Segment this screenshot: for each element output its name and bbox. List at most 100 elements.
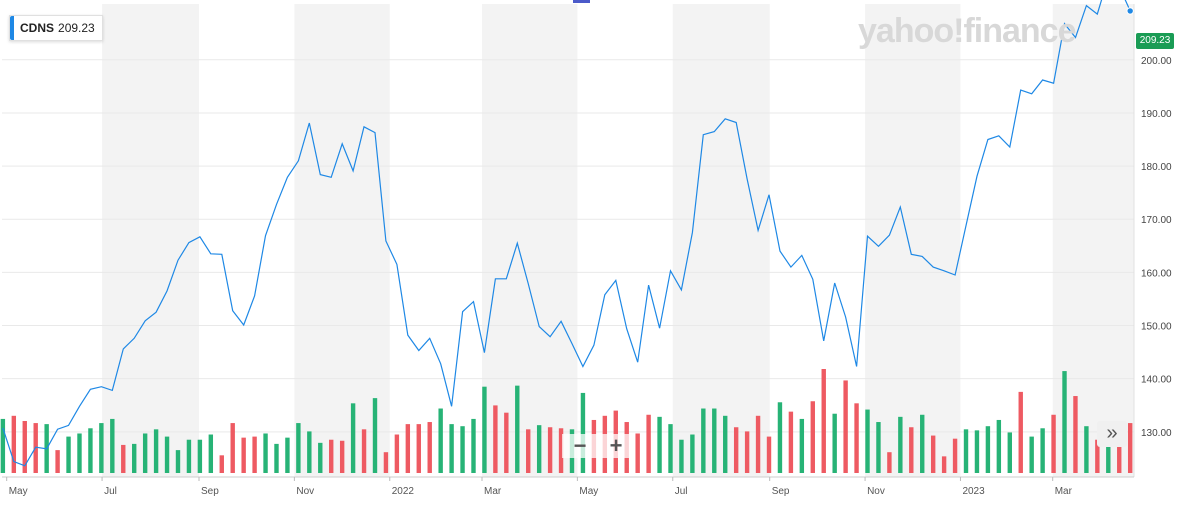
month-band	[102, 4, 200, 477]
volume-bar	[646, 414, 651, 473]
zoom-controls: − +	[562, 433, 634, 458]
volume-bar	[930, 435, 936, 473]
volume-bar	[1040, 428, 1045, 473]
volume-bar	[898, 416, 903, 473]
volume-bar	[66, 436, 71, 473]
volume-bar	[110, 418, 115, 473]
volume-bar	[580, 392, 586, 473]
volume-bar	[361, 429, 367, 473]
x-tick-label: 2023	[962, 486, 985, 497]
grid-lines	[2, 4, 1135, 478]
volume-bar	[427, 422, 432, 473]
volume-bar	[274, 443, 279, 473]
volume-bar	[810, 401, 815, 473]
volume-bar	[318, 442, 323, 473]
ticker-symbol: CDNS	[20, 21, 55, 35]
volume-bar	[405, 424, 411, 473]
volume-bar	[153, 429, 159, 473]
y-tick-label: 200.00	[1141, 56, 1172, 67]
x-tick-label: Mar	[484, 486, 502, 497]
y-tick-label: 190.00	[1141, 109, 1172, 120]
x-tick-label: Sep	[772, 486, 790, 497]
volume-bar	[471, 418, 476, 473]
volume-bar	[175, 450, 181, 473]
volume-bar	[733, 427, 739, 473]
volume-bar	[712, 408, 717, 473]
zoom-out-button[interactable]: −	[573, 433, 587, 458]
volume-bar	[241, 437, 246, 473]
volume-bar	[723, 415, 728, 473]
x-tick-label: May	[579, 486, 598, 497]
volume-bar	[679, 439, 684, 473]
volume-bar	[974, 430, 980, 473]
expand-icon[interactable]: »	[1097, 421, 1127, 447]
volume-bar	[777, 402, 783, 473]
x-tick-label: 2022	[392, 486, 415, 497]
ticker-price: 209.23	[58, 21, 95, 35]
ticker-legend[interactable]: CDNS 209.23	[9, 15, 103, 41]
y-tick-label: 160.00	[1141, 268, 1172, 279]
volume-bar	[11, 415, 17, 473]
x-tick-label: Jul	[104, 486, 117, 497]
volume-bar	[99, 423, 104, 473]
volume-bar	[799, 418, 805, 473]
x-tick-label: Mar	[1055, 486, 1073, 497]
volume-bar	[263, 433, 268, 473]
volume-bar	[482, 386, 487, 473]
volume-bar	[307, 431, 312, 473]
month-band	[482, 4, 578, 477]
volume-bar	[252, 436, 257, 473]
volume-bar	[22, 421, 27, 473]
volume-bar	[1084, 426, 1089, 473]
volume-bar	[876, 422, 881, 473]
y-tick-label: 130.00	[1141, 428, 1172, 439]
volume-bar	[219, 455, 224, 473]
volume-bar	[1117, 435, 1122, 473]
zoom-in-button[interactable]: +	[609, 433, 623, 458]
volume-bar	[821, 369, 826, 473]
volume-bar	[1051, 414, 1056, 473]
volume-bar	[1062, 371, 1067, 473]
volume-bar	[1029, 436, 1034, 473]
x-tick-label: Nov	[867, 486, 885, 497]
volume-bar	[0, 418, 6, 473]
volume-bar	[55, 450, 60, 473]
volume-bar	[1007, 432, 1012, 473]
volume-bar	[329, 439, 334, 473]
y-tick-label: 140.00	[1141, 375, 1172, 386]
y-tick-label: 150.00	[1141, 322, 1172, 333]
volume-bar	[372, 398, 378, 473]
volume-bar	[1095, 439, 1100, 473]
volume-bar	[77, 433, 82, 473]
volume-bar	[186, 439, 192, 473]
volume-bar	[536, 425, 542, 473]
volume-bar	[668, 424, 673, 473]
x-tick-label: Jul	[675, 486, 688, 497]
y-tick-label: 180.00	[1141, 162, 1172, 173]
volume-bar	[843, 380, 848, 473]
last-price-marker	[1126, 7, 1134, 15]
volume-bar	[121, 444, 126, 473]
volume-bar	[941, 456, 947, 473]
volume-bar	[208, 434, 214, 473]
volume-bar	[1073, 396, 1078, 473]
y-axis: 130.00 140.00 150.00 160.00 170.00 180.00 190.…	[1141, 56, 1172, 439]
current-price-tag: 209.23	[1136, 33, 1174, 49]
volume-bar	[985, 426, 991, 473]
x-axis: May Jul Sep Nov 2022 Mar May Jul Sep Nov 2023 Mar	[6, 477, 1073, 497]
x-tick-label: May	[9, 486, 28, 497]
volume-bar	[394, 434, 400, 473]
volume-bar	[657, 416, 662, 473]
month-bands	[102, 4, 1134, 477]
volume-bar	[690, 434, 695, 473]
volume-bar	[996, 419, 1002, 473]
volume-bar	[952, 438, 958, 473]
volume-bar	[197, 439, 203, 473]
volume-bar	[963, 429, 969, 473]
volume-bar	[788, 411, 794, 473]
volume-bar	[887, 452, 892, 473]
volume-bar	[383, 452, 389, 473]
month-band	[865, 4, 961, 477]
volume-bar	[88, 428, 93, 473]
